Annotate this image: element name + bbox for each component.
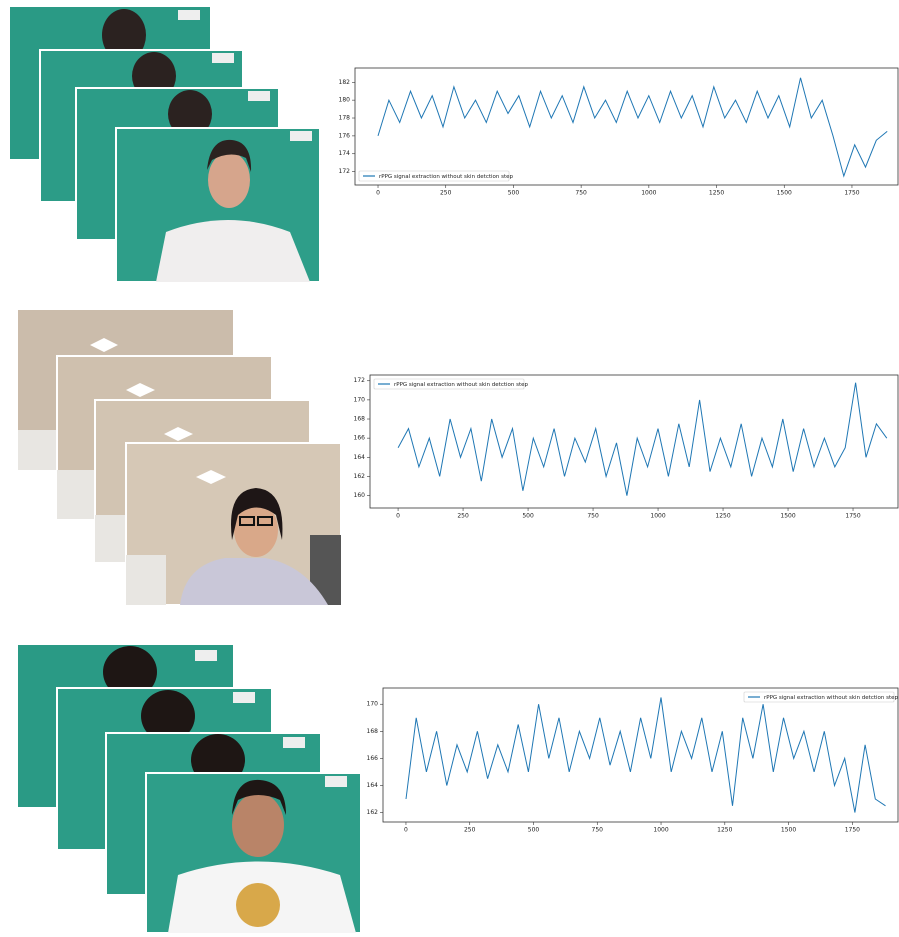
y-tick-label: 172 (354, 377, 366, 384)
x-tick-label: 1250 (717, 827, 732, 834)
x-tick-label: 1000 (641, 190, 656, 197)
x-tick-label: 750 (587, 513, 599, 520)
x-tick-label: 1500 (777, 190, 792, 197)
x-tick-label: 1500 (780, 513, 795, 520)
legend-label: rPPG signal extraction without skin detc… (394, 382, 529, 388)
video-frames (18, 310, 341, 605)
y-tick-label: 166 (354, 435, 366, 442)
x-tick-label: 1000 (653, 827, 668, 834)
x-tick-label: 1000 (650, 513, 665, 520)
x-tick-label: 1250 (715, 513, 730, 520)
legend-label: rPPG signal extraction without skin detc… (764, 695, 899, 701)
y-tick-label: 164 (367, 782, 379, 789)
legend: rPPG signal extraction without skin detc… (359, 171, 514, 181)
y-tick-label: 180 (339, 97, 351, 104)
x-tick-label: 500 (528, 827, 540, 834)
x-tick-label: 1750 (844, 190, 859, 197)
x-tick-label: 1750 (845, 827, 860, 834)
x-tick-label: 0 (404, 827, 408, 834)
y-tick-label: 162 (367, 809, 379, 816)
x-tick-label: 1250 (709, 190, 724, 197)
y-tick-label: 164 (354, 454, 366, 461)
video-frames (10, 7, 320, 282)
x-tick-label: 500 (508, 190, 520, 197)
x-tick-label: 1500 (781, 827, 796, 834)
y-tick-label: 162 (354, 473, 366, 480)
legend: rPPG signal extraction without skin detc… (374, 379, 529, 389)
y-tick-label: 160 (354, 492, 366, 499)
y-tick-label: 166 (367, 755, 379, 762)
x-tick-label: 250 (464, 827, 476, 834)
legend: rPPG signal extraction without skin detc… (744, 692, 899, 702)
y-tick-label: 168 (367, 728, 379, 735)
plot-frame (383, 688, 898, 822)
plot-frame (355, 68, 898, 185)
video-frames (18, 645, 361, 933)
x-tick-label: 250 (457, 513, 469, 520)
y-tick-label: 174 (339, 150, 351, 157)
y-tick-label: 176 (339, 132, 351, 139)
y-tick-label: 172 (339, 168, 351, 175)
x-tick-label: 250 (440, 190, 452, 197)
plot-frame (370, 375, 898, 508)
page: {"chart_data":[ {"type":"line","legend":… (0, 0, 899, 933)
x-tick-label: 1750 (845, 513, 860, 520)
x-tick-label: 750 (592, 827, 604, 834)
y-tick-label: 170 (354, 396, 366, 403)
x-tick-label: 500 (522, 513, 534, 520)
legend-label: rPPG signal extraction without skin detc… (379, 174, 514, 180)
y-tick-label: 168 (354, 416, 366, 423)
y-tick-label: 178 (339, 115, 351, 122)
figure: 0 250 500 750 1000 1250 1500 1750 172 174 176 178 18… (0, 0, 899, 933)
x-tick-label: 0 (376, 190, 380, 197)
x-tick-label: 0 (396, 513, 400, 520)
y-tick-label: 182 (339, 79, 351, 86)
y-tick-label: 170 (367, 701, 379, 708)
x-tick-label: 750 (575, 190, 587, 197)
